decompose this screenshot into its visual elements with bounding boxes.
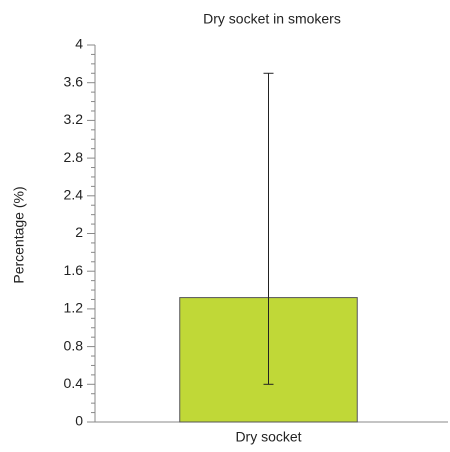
y-tick-label: 1.2 [64,300,84,316]
y-tick-label: 2.4 [64,187,84,203]
y-tick-label: 3.6 [64,73,84,89]
y-tick-label: 1.6 [64,262,84,278]
y-tick-label: 2.8 [64,149,84,165]
y-tick-label: 0.4 [64,375,84,391]
y-tick-label: 0 [75,413,83,429]
x-tick-label: Dry socket [235,429,301,445]
y-tick-label: 2 [75,224,83,240]
y-tick-label: 0.8 [64,337,84,353]
y-tick-label: 3.2 [64,111,84,127]
y-axis-label: Percentage (%) [11,186,27,283]
y-tick-label: 4 [75,36,83,52]
chart-title: Dry socket in smokers [203,11,341,27]
